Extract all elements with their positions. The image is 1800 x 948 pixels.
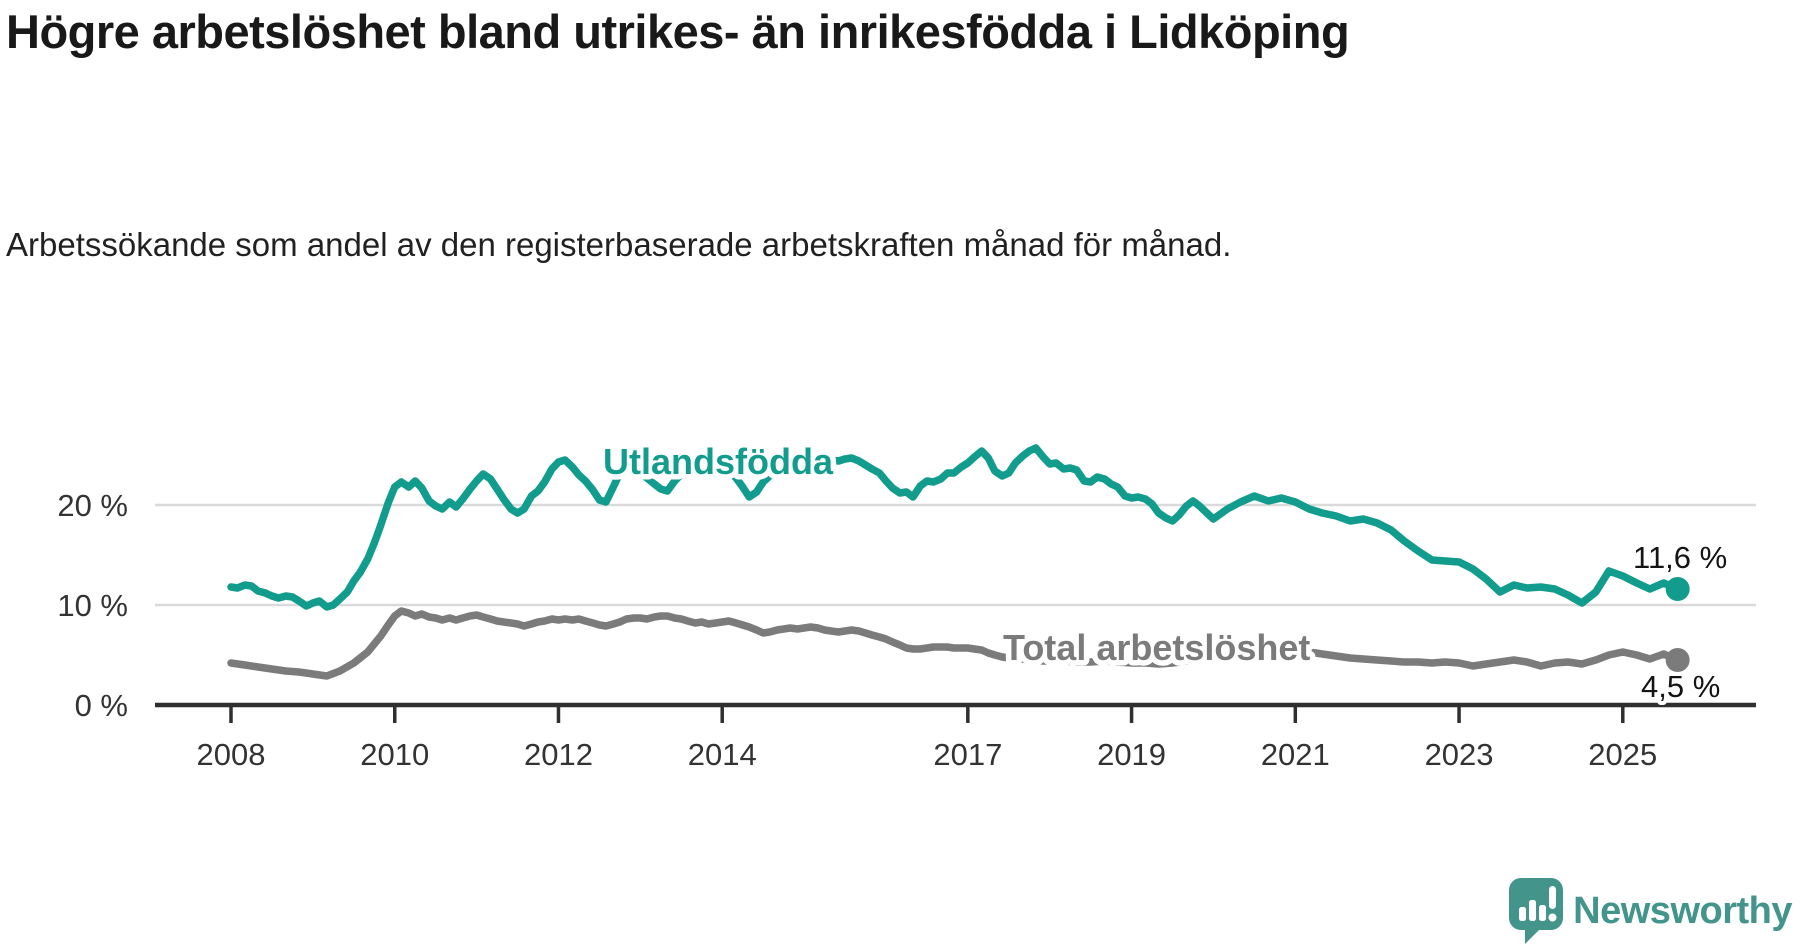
x-tick-label: 2021 <box>1261 737 1330 772</box>
data-series <box>227 444 1690 680</box>
x-tick-label: 2012 <box>524 737 593 772</box>
y-tick-label: 0 % <box>75 688 128 723</box>
series-label-utlandsfodda: Utlandsfödda <box>603 441 834 482</box>
chart-subtitle: Arbetssökande som andel av den registerb… <box>6 226 1232 263</box>
x-tick-label: 2008 <box>197 737 266 772</box>
x-tick-label: 2014 <box>688 737 757 772</box>
y-tick-label: 20 % <box>57 488 128 523</box>
x-tick-label: 2010 <box>360 737 429 772</box>
newsworthy-logo-text: Newsworthy <box>1573 889 1792 932</box>
end-dot-total-arbetsloshet <box>1665 648 1690 672</box>
newsworthy-logo-icon <box>1509 878 1564 944</box>
end-value-label-total: 4,5 % <box>1641 669 1720 704</box>
series-label-total: Total arbetslöshet <box>1003 627 1310 668</box>
gridlines: 0 % 10 % 20 % <box>57 488 1756 723</box>
y-tick-label: 10 % <box>57 588 128 623</box>
x-axis: 2008 2010 2012 2014 2017 2019 2021 2023 2025 <box>155 702 1756 772</box>
line-total-arbetsloshet <box>227 607 1682 680</box>
newsworthy-logo: Newsworthy <box>1509 878 1792 944</box>
x-tick-label: 2019 <box>1097 737 1166 772</box>
page-title: Högre arbetslöshet bland utrikes- än inr… <box>6 5 1350 58</box>
end-value-label-utlandsfodda: 11,6 % <box>1633 540 1727 575</box>
chart-labels: Utlandsfödda Total arbetslöshet 11,6 % 4… <box>598 436 1732 709</box>
x-tick-label: 2023 <box>1425 737 1494 772</box>
x-tick-label: 2025 <box>1588 737 1657 772</box>
end-dot-utlandsfodda <box>1665 577 1690 601</box>
line-utlandsfodda <box>227 444 1682 611</box>
x-tick-label: 2017 <box>933 737 1002 772</box>
